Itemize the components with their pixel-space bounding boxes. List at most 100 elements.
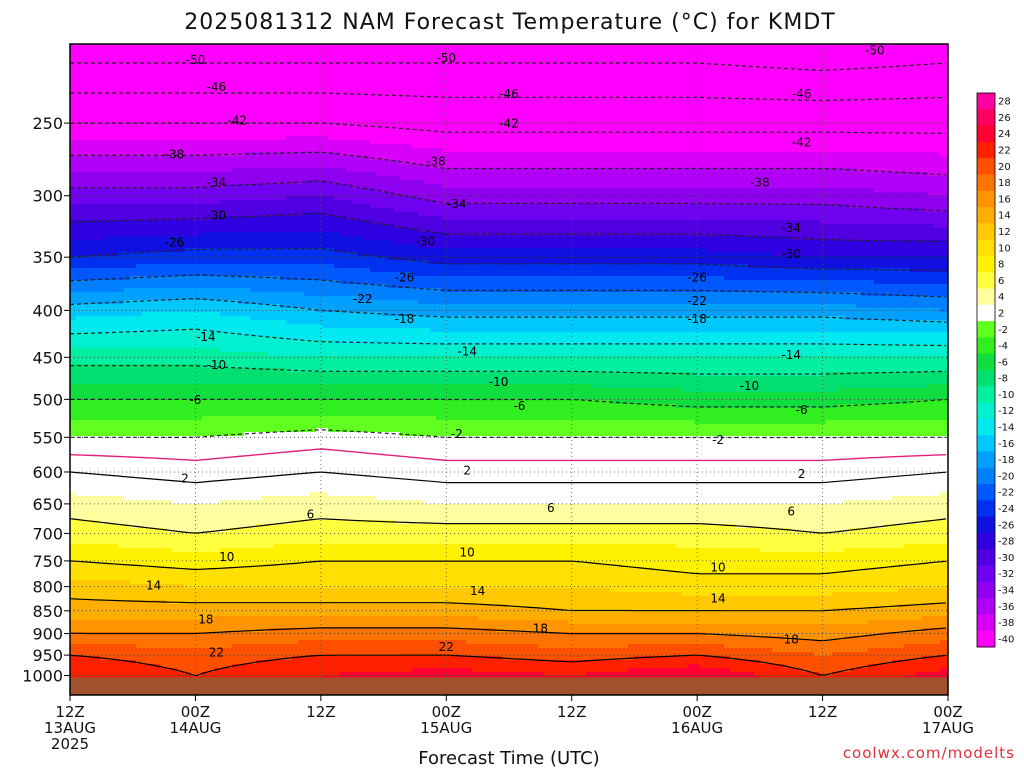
temperature-cell	[112, 72, 119, 77]
temperature-cell	[172, 216, 179, 221]
temperature-cell	[208, 264, 215, 269]
temperature-cell	[220, 576, 227, 581]
temperature-cell	[244, 632, 251, 637]
temperature-cell	[244, 184, 251, 189]
temperature-cell	[160, 512, 167, 517]
temperature-cell	[166, 668, 173, 673]
temperature-cell	[154, 644, 161, 649]
temperature-cell	[172, 160, 179, 165]
temperature-cell	[238, 444, 245, 449]
temperature-cell	[196, 120, 203, 125]
temperature-cell	[94, 464, 101, 469]
temperature-cell	[70, 328, 77, 333]
temperature-cell	[130, 416, 137, 421]
temperature-cell	[82, 636, 89, 641]
temperature-cell	[190, 416, 197, 421]
temperature-cell	[82, 84, 89, 89]
temperature-cell	[88, 540, 95, 545]
temperature-cell	[232, 524, 239, 529]
temperature-cell	[82, 236, 89, 241]
temperature-cell	[148, 436, 155, 441]
temperature-cell	[202, 148, 209, 153]
temperature-cell	[238, 568, 245, 573]
temperature-cell	[226, 668, 233, 673]
temperature-cell	[124, 168, 131, 173]
temperature-cell	[184, 400, 191, 405]
temperature-cell	[238, 164, 245, 169]
temperature-cell	[166, 476, 173, 481]
temperature-cell	[208, 244, 215, 249]
temperature-cell	[208, 416, 215, 421]
temperature-cell	[124, 180, 131, 185]
temperature-cell	[94, 356, 101, 361]
temperature-cell	[118, 348, 125, 353]
temperature-cell	[196, 260, 203, 265]
temperature-cell	[160, 272, 167, 277]
temperature-cell	[136, 512, 143, 517]
temperature-cell	[208, 644, 215, 649]
temperature-cell	[202, 296, 209, 301]
temperature-cell	[190, 148, 197, 153]
temperature-cell	[196, 276, 203, 281]
temperature-cell	[202, 84, 209, 89]
temperature-cell	[88, 52, 95, 57]
temperature-cell	[232, 588, 239, 593]
temperature-cell	[118, 92, 125, 97]
temperature-cell	[112, 444, 119, 449]
temperature-cell	[112, 420, 119, 425]
temperature-cell	[226, 136, 233, 141]
temperature-cell	[142, 328, 149, 333]
temperature-cell	[148, 412, 155, 417]
temperature-cell	[226, 512, 233, 517]
temperature-cell	[208, 176, 215, 181]
temperature-cell	[178, 276, 185, 281]
temperature-cell	[118, 552, 125, 557]
temperature-cell	[82, 564, 89, 569]
temperature-cell	[178, 460, 185, 465]
temperature-cell	[214, 604, 221, 609]
temperature-cell	[208, 148, 215, 153]
temperature-cell	[112, 468, 119, 473]
temperature-cell	[148, 396, 155, 401]
temperature-cell	[70, 56, 77, 61]
temperature-cell	[118, 424, 125, 429]
temperature-cell	[202, 436, 209, 441]
temperature-cell	[244, 228, 251, 233]
temperature-cell	[220, 556, 227, 561]
temperature-cell	[148, 616, 155, 621]
temperature-cell	[184, 616, 191, 621]
temperature-cell	[220, 296, 227, 301]
temperature-cell	[160, 636, 167, 641]
temperature-cell	[184, 460, 191, 465]
temperature-cell	[136, 84, 143, 89]
temperature-cell	[106, 660, 113, 665]
temperature-cell	[106, 288, 113, 293]
temperature-cell	[154, 424, 161, 429]
temperature-cell	[166, 84, 173, 89]
temperature-cell	[190, 312, 197, 317]
temperature-cell	[202, 60, 209, 65]
temperature-cell	[82, 168, 89, 173]
temperature-cell	[160, 224, 167, 229]
temperature-cell	[220, 644, 227, 649]
temperature-cell	[160, 256, 167, 261]
temperature-cell	[196, 232, 203, 237]
temperature-cell	[178, 296, 185, 301]
temperature-cell	[190, 268, 197, 273]
temperature-cell	[226, 620, 233, 625]
temperature-cell	[220, 344, 227, 349]
temperature-cell	[190, 192, 197, 197]
temperature-cell	[76, 360, 83, 365]
temperature-cell	[136, 108, 143, 113]
temperature-cell	[76, 428, 83, 433]
temperature-cell	[100, 420, 107, 425]
temperature-cell	[82, 452, 89, 457]
temperature-cell	[118, 304, 125, 309]
temperature-cell	[196, 300, 203, 305]
temperature-cell	[154, 64, 161, 69]
temperature-cell	[202, 268, 209, 273]
temperature-cell	[130, 344, 137, 349]
temperature-cell	[214, 668, 221, 673]
temperature-cell	[130, 440, 137, 445]
temperature-cell	[148, 308, 155, 313]
